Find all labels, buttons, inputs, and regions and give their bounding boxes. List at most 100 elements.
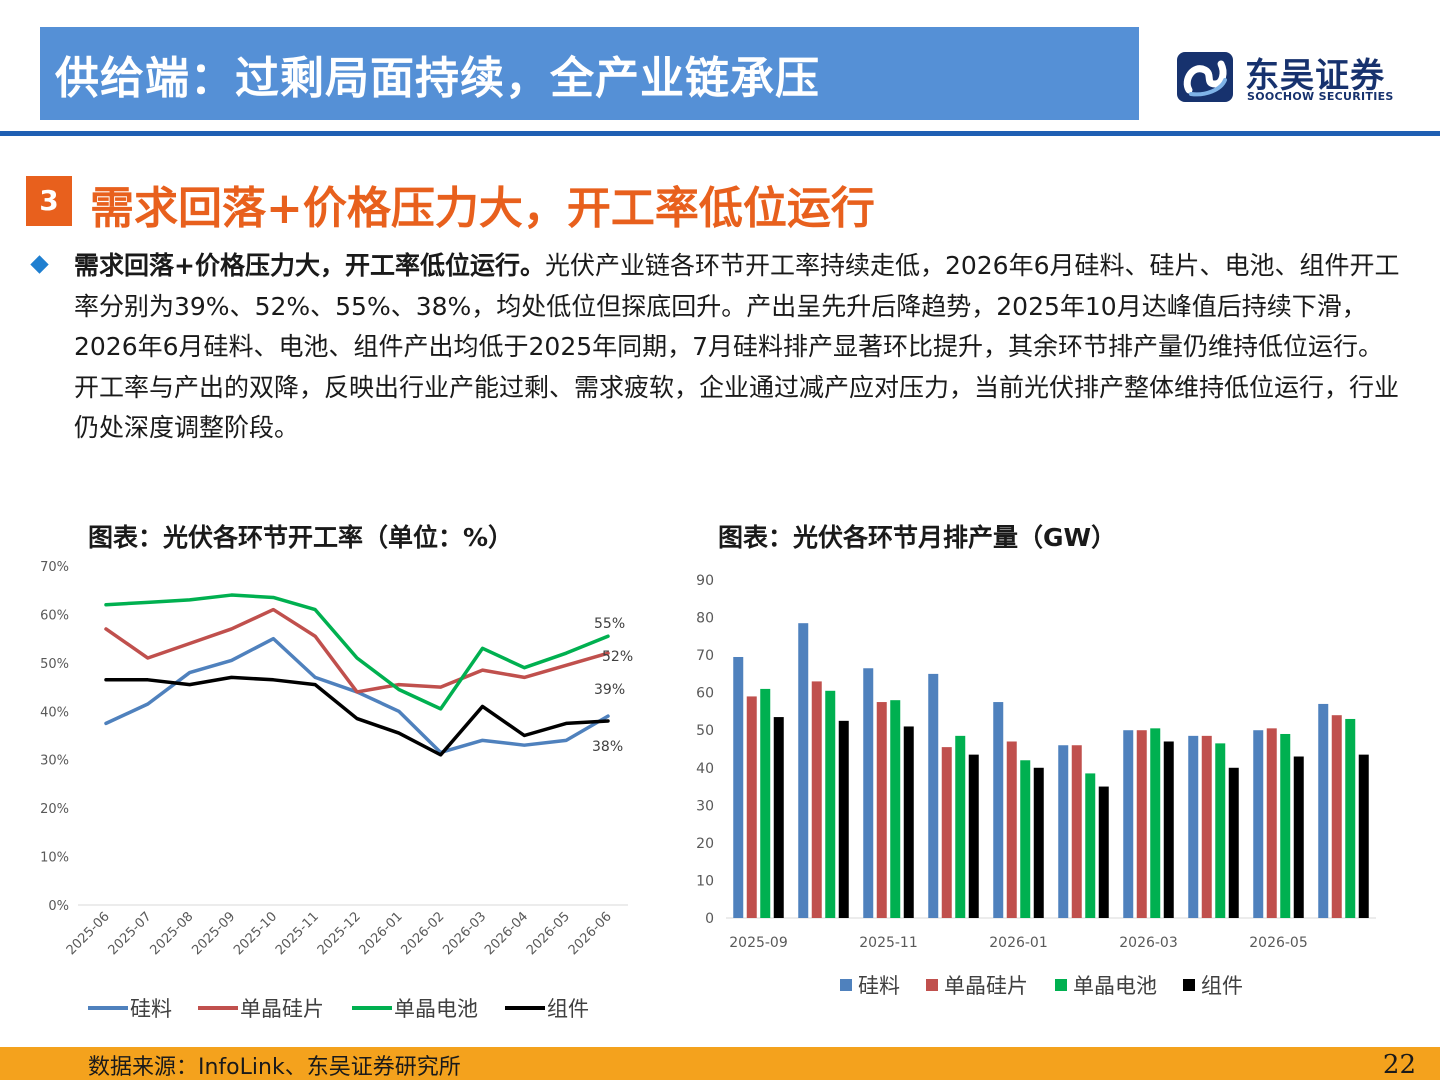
x-tick-label: 2026-05 xyxy=(1249,935,1308,951)
x-tick-label: 2026-03 xyxy=(440,909,489,958)
legend-label: 单晶硅片 xyxy=(944,974,1028,998)
bar-硅料 xyxy=(863,668,873,918)
x-tick-label: 2025-12 xyxy=(315,909,364,958)
bar-组件 xyxy=(839,721,849,918)
bar-单晶硅片 xyxy=(747,696,757,918)
legend-label: 单晶电池 xyxy=(1073,974,1157,998)
bar-组件 xyxy=(1099,787,1109,918)
legend-label: 组件 xyxy=(1201,974,1243,998)
legend-swatch xyxy=(926,979,938,991)
x-tick-label: 2025-11 xyxy=(859,935,918,951)
bar-单晶硅片 xyxy=(1267,728,1277,918)
bar-组件 xyxy=(1359,755,1369,918)
legend-label: 硅料 xyxy=(858,974,900,998)
bar-组件 xyxy=(1294,757,1304,918)
y-tick-label: 60% xyxy=(40,608,69,623)
legend-label: 单晶电池 xyxy=(394,997,478,1021)
bar-单晶电池 xyxy=(1020,760,1030,918)
bar-组件 xyxy=(969,755,979,918)
x-tick-label: 2025-07 xyxy=(106,909,155,958)
y-tick-label: 0 xyxy=(705,911,714,927)
data-source-note: 数据来源：InfoLink、东吴证券研究所 xyxy=(88,1049,461,1081)
bar-组件 xyxy=(1229,768,1239,918)
right-chart-title: 图表：光伏各环节月排产量（GW） xyxy=(718,518,1116,554)
bar-单晶电池 xyxy=(760,689,770,918)
bar-单晶电池 xyxy=(825,691,835,918)
bullet-diamond-icon xyxy=(30,255,48,273)
x-tick-label: 2026-05 xyxy=(524,909,573,958)
bar-单晶电池 xyxy=(1215,743,1225,918)
utilization-line-chart: 0%10%20%30%40%50%60%70%2025-062025-07202… xyxy=(0,550,700,1040)
y-tick-label: 40% xyxy=(40,705,69,720)
bar-组件 xyxy=(774,717,784,918)
legend-label: 硅料 xyxy=(130,997,172,1021)
legend-swatch xyxy=(840,979,852,991)
x-tick-label: 2025-08 xyxy=(147,909,196,958)
x-tick-label: 2026-01 xyxy=(357,909,406,958)
bar-硅料 xyxy=(928,674,938,918)
logo-text-en: SOOCHOW SECURITIES xyxy=(1247,90,1394,103)
bar-单晶电池 xyxy=(955,736,965,918)
y-tick-label: 70 xyxy=(696,648,714,664)
bar-单晶电池 xyxy=(890,700,900,918)
bar-单晶电池 xyxy=(1085,773,1095,918)
y-tick-label: 80 xyxy=(696,611,714,627)
x-tick-label: 2026-02 xyxy=(398,909,447,958)
y-tick-label: 70% xyxy=(40,560,69,575)
x-tick-label: 2026-06 xyxy=(566,909,615,958)
bar-硅料 xyxy=(798,623,808,918)
header-divider xyxy=(0,131,1440,136)
bar-组件 xyxy=(1034,768,1044,918)
x-tick-label: 2026-01 xyxy=(989,935,1048,951)
summary-paragraph: 需求回落+价格压力大，开工率低位运行。光伏产业链各环节开工率持续走低，2026年… xyxy=(74,246,1404,449)
end-data-label: 55% xyxy=(594,616,625,632)
left-chart-title: 图表：光伏各环节开工率（单位：%） xyxy=(88,518,513,554)
y-tick-label: 50% xyxy=(40,657,69,672)
y-tick-label: 50 xyxy=(696,723,714,739)
bar-硅料 xyxy=(1123,730,1133,918)
bar-单晶电池 xyxy=(1280,734,1290,918)
y-tick-label: 60 xyxy=(696,686,714,702)
paragraph-lead: 需求回落+价格压力大，开工率低位运行。 xyxy=(74,251,545,280)
y-tick-label: 10% xyxy=(40,851,69,866)
y-tick-label: 40 xyxy=(696,761,714,777)
bar-硅料 xyxy=(733,657,743,918)
soochow-logo-icon xyxy=(1175,50,1235,104)
bar-单晶硅片 xyxy=(942,747,952,918)
x-tick-label: 2025-09 xyxy=(729,935,788,951)
end-data-label: 52% xyxy=(602,649,633,665)
bar-单晶硅片 xyxy=(1332,715,1342,918)
bar-硅料 xyxy=(1253,730,1263,918)
bar-单晶硅片 xyxy=(877,702,887,918)
x-tick-label: 2025-06 xyxy=(64,909,113,958)
company-logo: 东吴证券 SOOCHOW SECURITIES xyxy=(1175,48,1415,108)
y-tick-label: 20 xyxy=(696,836,714,852)
bar-单晶硅片 xyxy=(1072,745,1082,918)
bar-单晶硅片 xyxy=(1137,730,1147,918)
section-number-badge: 3 xyxy=(26,176,72,226)
y-tick-label: 30% xyxy=(40,754,69,769)
bar-单晶硅片 xyxy=(812,681,822,918)
page-title: 供给端：过剩局面持续，全产业链承压 xyxy=(55,42,820,106)
bar-单晶硅片 xyxy=(1202,736,1212,918)
legend-swatch xyxy=(1055,979,1067,991)
page-number: 22 xyxy=(1383,1050,1416,1080)
bar-单晶电池 xyxy=(1345,719,1355,918)
legend-label: 组件 xyxy=(547,997,589,1021)
legend-label: 单晶硅片 xyxy=(240,997,324,1021)
bar-组件 xyxy=(1164,741,1174,918)
x-tick-label: 2025-10 xyxy=(231,909,280,958)
y-tick-label: 0% xyxy=(48,899,69,914)
bar-硅料 xyxy=(1188,736,1198,918)
x-tick-label: 2026-03 xyxy=(1119,935,1178,951)
bar-硅料 xyxy=(1318,704,1328,918)
legend-swatch xyxy=(1183,979,1195,991)
bar-单晶电池 xyxy=(1150,728,1160,918)
end-data-label: 38% xyxy=(592,739,623,755)
bar-硅料 xyxy=(1058,745,1068,918)
y-tick-label: 90 xyxy=(696,573,714,589)
end-data-label: 39% xyxy=(594,682,625,698)
bar-硅料 xyxy=(993,702,1003,918)
y-tick-label: 10 xyxy=(696,873,714,889)
